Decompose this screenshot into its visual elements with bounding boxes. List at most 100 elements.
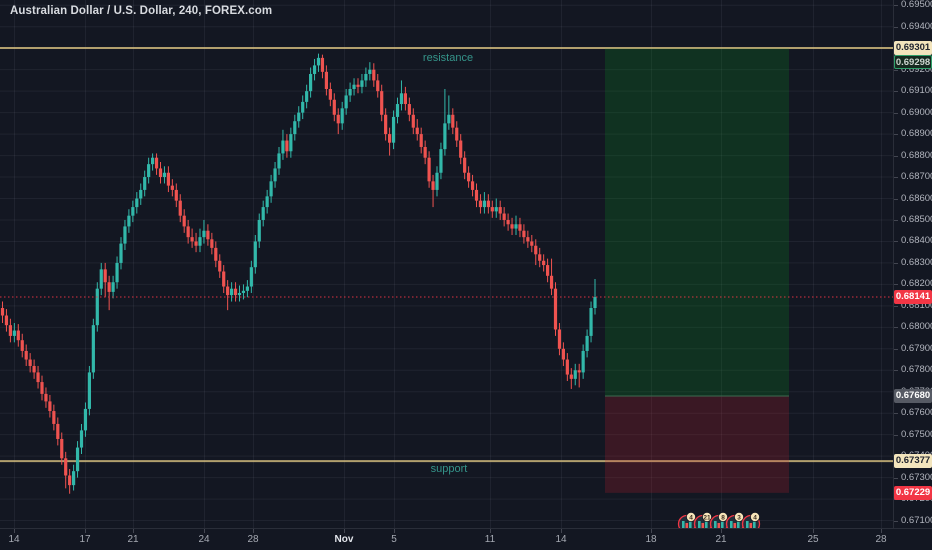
candle bbox=[395, 97, 400, 124]
candle bbox=[486, 194, 490, 214]
svg-text:8: 8 bbox=[721, 514, 725, 521]
candle bbox=[573, 363, 577, 386]
resistance-annotation-text: resistance bbox=[423, 52, 473, 64]
candle bbox=[12, 323, 16, 343]
candle bbox=[522, 224, 526, 244]
candle bbox=[336, 108, 340, 135]
candle bbox=[360, 73, 364, 94]
position-entry-price-label[interactable]: 0.67680 bbox=[894, 389, 932, 404]
candle bbox=[312, 58, 317, 81]
support-price-label[interactable]: 0.67377 bbox=[894, 454, 932, 469]
candle bbox=[261, 200, 265, 227]
price-tick-label: 0.67500 bbox=[894, 429, 932, 441]
time-tick-mark bbox=[344, 529, 345, 533]
idea-bubble-badge bbox=[702, 512, 713, 523]
candle bbox=[297, 106, 301, 128]
candle bbox=[257, 213, 261, 248]
idea-bubble[interactable]: 3 bbox=[725, 512, 745, 528]
time-tick-label: Nov bbox=[334, 534, 354, 545]
candle bbox=[64, 451, 68, 489]
candle bbox=[226, 280, 230, 311]
candle bbox=[470, 174, 475, 197]
candle bbox=[439, 142, 443, 180]
position-stop-price-label[interactable]: 0.67229 bbox=[894, 485, 932, 500]
candle bbox=[119, 237, 123, 270]
position-target-price-label[interactable]: 0.69298 bbox=[894, 55, 932, 70]
resistance-price-label[interactable]: 0.69301 bbox=[894, 41, 932, 55]
long-position-loss-zone[interactable] bbox=[605, 396, 789, 493]
idea-bubble[interactable]: 21 bbox=[693, 512, 713, 528]
candlestick-chart[interactable]: resistance support 4 21 8 3 4 bbox=[0, 0, 893, 528]
candle bbox=[553, 282, 558, 336]
time-axis[interactable]: 14 17 21 24 28 Nov 5 11 14 18 21 25 28 bbox=[0, 528, 932, 550]
candle bbox=[210, 232, 214, 255]
svg-text:4: 4 bbox=[689, 514, 693, 521]
last-price-label[interactable]: 0.68141 bbox=[894, 290, 932, 305]
price-tick-label: 0.68600 bbox=[894, 193, 932, 205]
candle bbox=[182, 209, 186, 233]
candle bbox=[569, 368, 573, 389]
idea-bubble-badge bbox=[734, 512, 745, 523]
candle bbox=[482, 192, 486, 214]
candle bbox=[324, 65, 328, 96]
long-position-profit-zone[interactable] bbox=[605, 48, 789, 397]
idea-bubble[interactable]: 4 bbox=[741, 512, 761, 528]
candle bbox=[459, 134, 463, 165]
candle bbox=[249, 260, 253, 293]
candle bbox=[8, 318, 12, 343]
idea-bubble[interactable]: 8 bbox=[709, 512, 729, 528]
candle bbox=[506, 213, 510, 231]
price-tick-label: 0.67900 bbox=[894, 343, 932, 355]
candle bbox=[577, 363, 581, 388]
candle bbox=[415, 119, 419, 141]
price-tick-label: 0.68100 bbox=[894, 300, 932, 312]
time-tick-label: 17 bbox=[79, 534, 91, 545]
candle bbox=[518, 217, 522, 238]
candle bbox=[455, 121, 459, 147]
candle bbox=[348, 82, 352, 102]
candle bbox=[407, 97, 411, 122]
time-tick-mark bbox=[881, 529, 882, 533]
candle bbox=[289, 127, 293, 158]
idea-bubble-badge bbox=[718, 512, 729, 523]
candle bbox=[273, 162, 277, 188]
candle bbox=[423, 140, 427, 165]
candle bbox=[585, 329, 589, 358]
candle bbox=[166, 166, 170, 193]
candle bbox=[16, 324, 20, 347]
candle bbox=[95, 282, 99, 332]
time-tick-mark bbox=[14, 529, 15, 533]
candle bbox=[478, 194, 483, 214]
candle bbox=[72, 464, 76, 491]
candle bbox=[143, 170, 147, 197]
candle bbox=[316, 53, 321, 72]
candle bbox=[127, 209, 131, 233]
candle bbox=[340, 101, 344, 130]
candle bbox=[344, 89, 348, 115]
candle bbox=[356, 78, 360, 94]
candle bbox=[79, 423, 84, 454]
candle bbox=[151, 153, 155, 171]
candle bbox=[174, 183, 178, 208]
time-tick-mark bbox=[721, 529, 722, 533]
candle bbox=[44, 387, 48, 408]
idea-bubble[interactable]: 4 bbox=[677, 512, 697, 528]
time-tick-mark bbox=[651, 529, 652, 533]
candle bbox=[68, 469, 72, 494]
candle bbox=[526, 230, 530, 248]
time-tick-label: 28 bbox=[875, 534, 887, 545]
candle bbox=[561, 342, 565, 366]
candle bbox=[372, 63, 376, 87]
price-tick-label: 0.69100 bbox=[894, 85, 932, 97]
candle bbox=[103, 262, 107, 298]
candle bbox=[380, 84, 384, 122]
price-axis[interactable]: 0.695000.694000.693000.692000.691000.690… bbox=[893, 0, 932, 528]
time-tick-label: 14 bbox=[555, 534, 567, 545]
candle bbox=[269, 174, 273, 203]
candle bbox=[403, 86, 407, 111]
candle bbox=[91, 318, 95, 379]
candle bbox=[490, 200, 494, 218]
candle bbox=[593, 279, 597, 315]
candle bbox=[498, 200, 502, 220]
